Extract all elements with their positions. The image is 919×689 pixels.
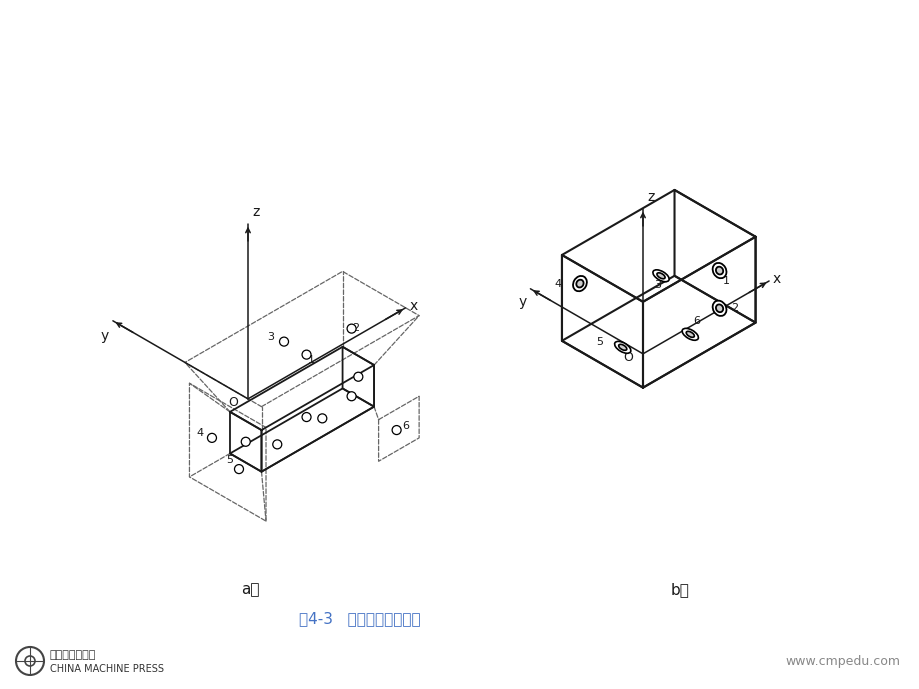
Circle shape — [301, 350, 311, 359]
Text: 4: 4 — [197, 428, 204, 438]
Text: y: y — [517, 295, 526, 309]
Ellipse shape — [618, 344, 626, 350]
Ellipse shape — [614, 341, 630, 353]
Ellipse shape — [656, 273, 664, 279]
Text: 4: 4 — [554, 278, 562, 289]
Text: 6: 6 — [403, 421, 409, 431]
Circle shape — [241, 438, 250, 446]
Text: 1: 1 — [721, 276, 729, 285]
Text: 3: 3 — [267, 331, 274, 342]
Circle shape — [301, 413, 311, 422]
Text: 机械工业出版社: 机械工业出版社 — [50, 650, 96, 660]
Circle shape — [272, 440, 281, 449]
Text: O: O — [622, 351, 632, 364]
Ellipse shape — [652, 270, 668, 282]
Ellipse shape — [575, 280, 583, 287]
Ellipse shape — [573, 276, 586, 291]
Circle shape — [354, 372, 362, 381]
Text: 图4-3   定位支承点的分布: 图4-3 定位支承点的分布 — [299, 611, 420, 626]
Circle shape — [208, 433, 216, 442]
Circle shape — [346, 392, 356, 401]
Text: b）: b） — [670, 582, 688, 597]
Ellipse shape — [712, 263, 726, 278]
Text: x: x — [409, 299, 417, 313]
Circle shape — [317, 414, 326, 423]
Text: z: z — [646, 189, 653, 204]
Text: 2: 2 — [731, 303, 738, 313]
Text: 3: 3 — [653, 280, 661, 290]
Text: 第一节    工件的定位: 第一节 工件的定位 — [375, 28, 544, 55]
Text: x: x — [772, 272, 780, 286]
Circle shape — [346, 324, 356, 333]
Text: y: y — [100, 329, 108, 343]
Circle shape — [234, 464, 244, 473]
Text: 1: 1 — [307, 355, 314, 364]
Text: 5: 5 — [596, 338, 602, 347]
Circle shape — [279, 337, 289, 346]
Ellipse shape — [715, 267, 722, 274]
Circle shape — [391, 426, 401, 435]
Ellipse shape — [715, 305, 722, 312]
Text: z: z — [252, 205, 259, 218]
Text: 6: 6 — [693, 316, 699, 327]
Ellipse shape — [712, 300, 726, 316]
Ellipse shape — [686, 331, 694, 338]
Text: www.cmpedu.com: www.cmpedu.com — [784, 655, 899, 668]
Text: CHINA MACHINE PRESS: CHINA MACHINE PRESS — [50, 664, 164, 674]
Text: 2: 2 — [352, 322, 359, 333]
Ellipse shape — [681, 329, 698, 340]
Text: O: O — [228, 396, 238, 409]
Text: 5: 5 — [226, 455, 233, 465]
Text: a）: a） — [241, 582, 259, 597]
